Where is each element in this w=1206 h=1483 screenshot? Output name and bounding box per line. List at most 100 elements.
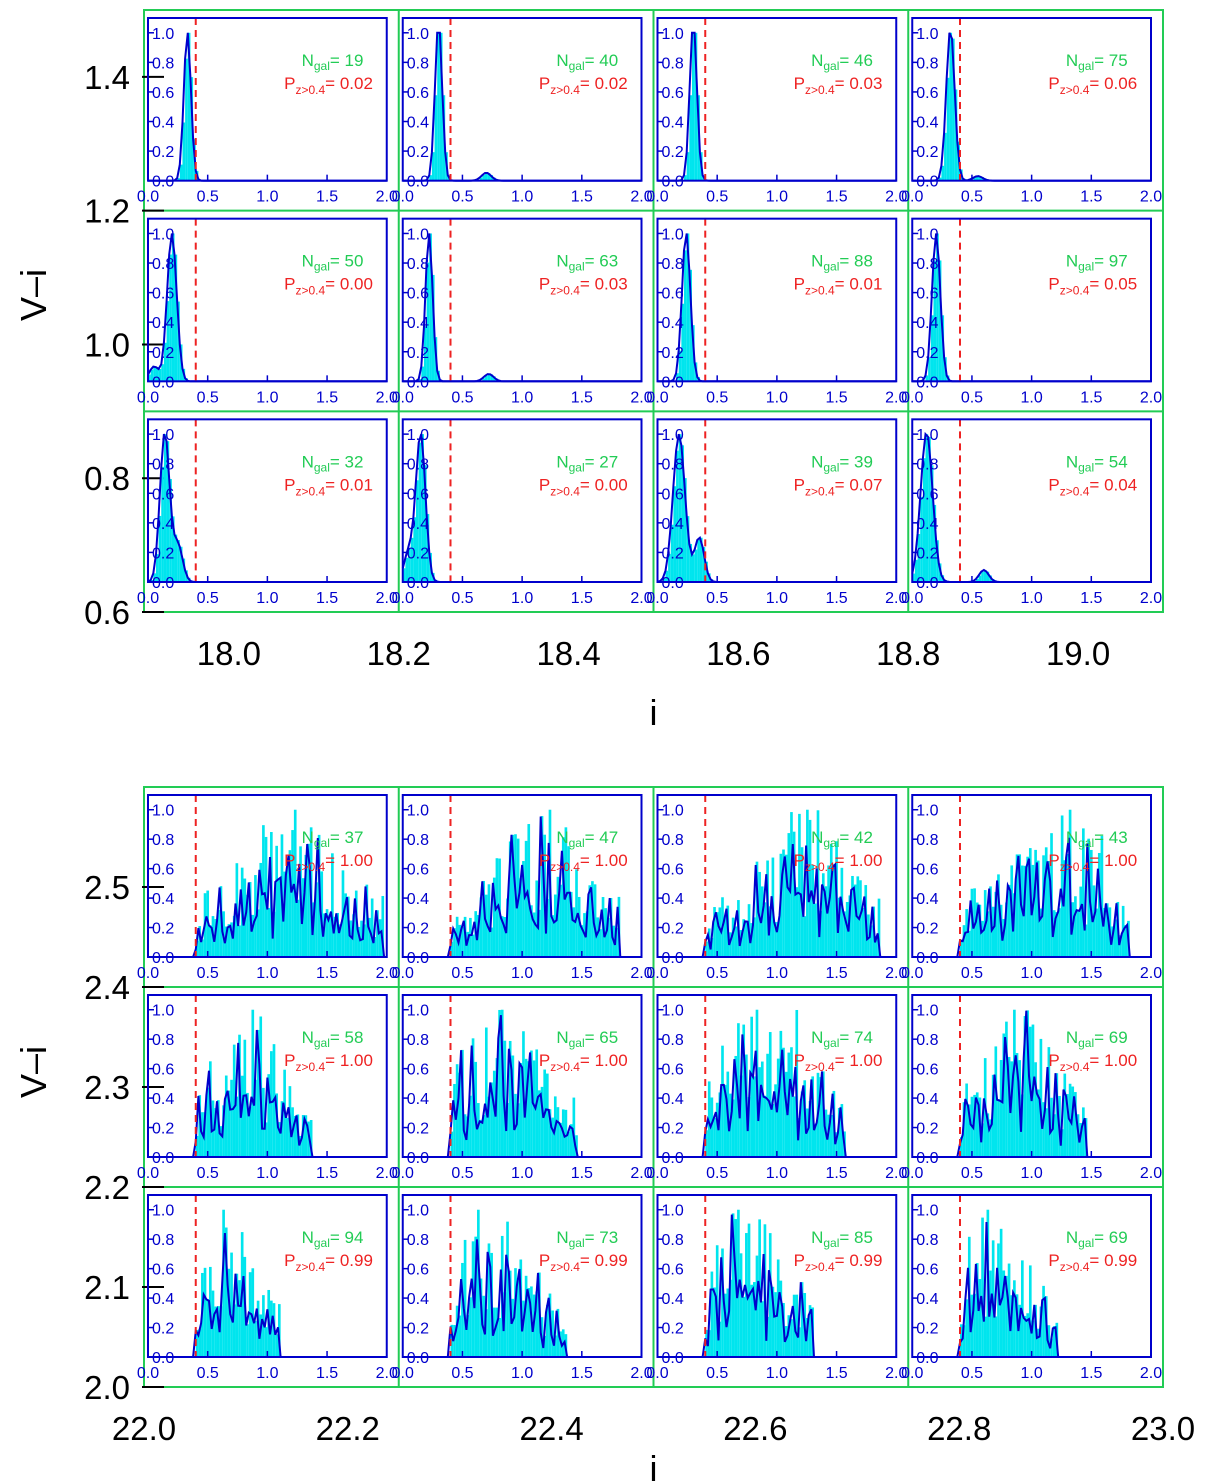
inset-x-tick-label: 0.5 [961,1165,983,1182]
y-tick-label: 2.5 [84,869,130,906]
inset-y-tick-label: 0.8 [407,256,429,273]
p-equals: = [1089,851,1104,870]
histogram-bar [681,303,685,382]
histogram-bar [158,368,162,382]
inset-y-tick-label: 0.0 [152,575,174,592]
histogram-bar [1005,1021,1008,1157]
n-gal-equals: = [585,252,600,271]
histogram-bar [1103,907,1106,957]
histogram-bar [960,939,963,957]
inset-y-tick-label: 0.4 [916,1091,938,1108]
n-gal-equals: = [839,51,854,70]
n-gal-subscript: gal [823,260,839,274]
inset-y-tick-label: 1.0 [407,226,429,243]
histogram-bar [267,1074,271,1157]
histogram-bar [689,269,692,382]
histogram-bar [689,543,692,582]
inset-x-tick-label: 0.5 [451,590,473,607]
inset-x-tick-label: 0.0 [137,1165,159,1182]
n-gal-annotation: Ngal= 74 [811,1028,873,1050]
n-gal-value: 37 [345,828,364,847]
histogram-bar [1005,1275,1008,1357]
p-subscript: z>0.4 [295,83,325,97]
inset-y-tick-label: 0.8 [407,1232,429,1249]
histogram-bar [1063,860,1067,957]
inset-y-tick-label: 1.0 [916,226,938,243]
histogram-bar [1002,1270,1006,1357]
histogram-bar [344,893,347,957]
histogram-bar [691,32,695,181]
histogram-bar [734,926,738,957]
histogram-bar [495,1058,499,1157]
n-gal-equals: = [1094,252,1109,271]
histogram-bar [405,557,409,582]
histogram-bar [264,1122,268,1157]
histogram-bar [702,547,706,582]
histogram-bar [307,1121,310,1157]
inset-y-tick-label: 0.8 [916,1032,938,1049]
histogram-bar [784,854,788,957]
histogram-bar [997,1099,1000,1157]
histogram-bar [288,850,292,957]
inset-y-tick-label: 0.8 [916,832,938,849]
n-gal-value: 46 [854,51,873,70]
histogram-bar [484,375,488,382]
histogram-bar [458,1072,462,1157]
histogram-bar [535,880,539,957]
n-gal-annotation: Ngal= 94 [302,1228,364,1250]
histogram-bar [551,915,554,957]
histogram-bar [270,1051,273,1157]
histogram-bar [790,1319,793,1357]
histogram-bar [413,517,417,582]
n-gal-value: 69 [1109,1228,1128,1247]
histogram-bar [697,539,700,582]
histogram-bar [506,898,509,957]
p-value: 0.99 [1104,1251,1137,1270]
histogram-bar [477,1209,480,1357]
histogram-bar [710,1271,714,1357]
p-value: 0.99 [595,1251,628,1270]
inset-y-tick-label: 1.0 [916,1003,938,1020]
histogram-bar [511,834,515,957]
p-equals: = [835,1251,850,1270]
inset-y-tick-label: 1.0 [916,1203,938,1220]
x-tick-label: 18.6 [706,635,770,672]
inset-panel: 0.0 0.5 1.0 1.5 2.0 0.0 0.2 0.4 0.6 0.8 1.0 Ngal= 3… [137,418,398,607]
histogram-bar [1052,1114,1056,1157]
histogram-bar [423,326,427,382]
inset-x-tick-label: 1.5 [825,389,847,406]
inset-panel: 0.0 0.5 1.0 1.5 2.0 0.0 0.2 0.4 0.6 0.8 1.0 Ngal= 9… [901,217,1162,406]
n-gal-equals: = [585,1228,600,1247]
histogram-bar [540,816,544,957]
x-axis-label: i [650,692,658,733]
histogram-bar [914,559,918,582]
histogram-bar [177,540,180,582]
histogram-bar [742,1024,746,1157]
n-gal-subscript: gal [823,836,839,850]
p-equals: = [1089,74,1104,93]
histogram-bar [787,833,791,957]
inset-x-tick-label: 2.0 [885,389,907,406]
histogram-bar [169,479,172,582]
n-gal-equals: = [585,828,600,847]
histogram-bar [569,891,573,957]
histogram-bar [787,1315,791,1357]
inset-x-tick-label: 2.0 [1140,189,1162,206]
histogram-bar [1082,1107,1085,1157]
histogram-bar [933,260,937,382]
histogram-bar [490,1082,493,1157]
histogram-bar [933,504,937,582]
histogram-bar [506,1102,509,1157]
probability-annotation: Pz>0.4= 1.00 [1048,851,1137,874]
inset-panel: 0.0 0.5 1.0 1.5 2.0 0.0 0.2 0.4 0.6 0.8 1.0 Ngal= 4… [901,794,1162,982]
n-gal-subscript: gal [314,460,330,474]
histogram-bar [429,175,432,181]
p-equals: = [835,475,850,494]
p-equals: = [580,74,595,93]
histogram-bar [739,1075,743,1157]
inset-x-tick-label: 1.0 [256,1165,278,1182]
p-symbol: P [1048,74,1059,93]
histogram-bar [551,1310,554,1357]
inset-x-tick-label: 1.5 [825,1365,847,1382]
